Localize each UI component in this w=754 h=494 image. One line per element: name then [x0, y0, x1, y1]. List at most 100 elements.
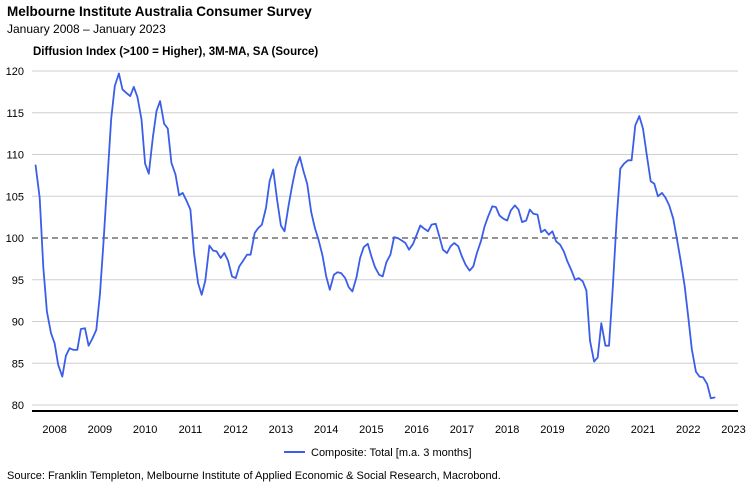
series-layer: [34, 72, 716, 400]
data-point: [186, 200, 188, 202]
data-point: [551, 230, 554, 232]
data-point: [570, 270, 573, 272]
data-point: [80, 328, 82, 330]
data-point: [65, 355, 67, 357]
data-point: [250, 254, 252, 256]
data-point: [246, 254, 248, 256]
data-point: [310, 211, 312, 213]
data-point: [91, 338, 93, 340]
data-point: [582, 280, 584, 282]
y-tick-label: 100: [6, 233, 24, 245]
data-point: [317, 239, 320, 241]
axis-caption: Diffusion Index (>100 = Higher), 3M-MA, …: [33, 46, 319, 58]
data-point: [687, 315, 689, 318]
data-point: [563, 250, 565, 252]
data-point: [555, 240, 557, 242]
data-point: [99, 294, 101, 296]
data-point: [283, 230, 286, 232]
data-point: [616, 218, 618, 220]
data-point: [510, 209, 512, 211]
data-point: [118, 72, 120, 75]
data-point: [223, 252, 225, 254]
y-tick-label: 90: [12, 317, 24, 329]
data-point: [144, 163, 146, 165]
data-point: [540, 231, 542, 233]
data-point: [54, 342, 56, 344]
data-point: [148, 173, 150, 175]
x-tick-label: 2014: [314, 424, 338, 436]
data-point: [665, 197, 667, 199]
data-point: [525, 219, 527, 222]
data-point: [306, 183, 308, 185]
legend-label: Composite: Total [m.a. 3 months]: [311, 447, 472, 459]
legend: Composite: Total [m.a. 3 months]: [284, 447, 472, 459]
data-point: [378, 274, 380, 276]
x-tick-label: 2013: [269, 424, 293, 436]
data-point: [155, 110, 158, 112]
data-point: [650, 180, 652, 182]
data-point: [623, 163, 625, 165]
data-point: [427, 230, 429, 232]
y-tick-label: 85: [12, 358, 24, 370]
data-point: [35, 164, 37, 166]
data-point: [351, 290, 353, 292]
data-point: [612, 290, 614, 292]
data-point: [593, 361, 595, 363]
x-tick-label: 2009: [88, 424, 112, 436]
data-point: [638, 115, 640, 117]
data-point: [401, 239, 403, 242]
data-point: [661, 192, 663, 194]
data-point: [393, 236, 395, 238]
data-point: [679, 259, 682, 261]
data-point: [102, 241, 105, 243]
data-point: [385, 261, 387, 263]
y-tick-label: 80: [12, 400, 24, 412]
data-point: [631, 159, 633, 161]
data-point: [39, 197, 41, 199]
data-point: [329, 289, 331, 291]
y-tick-label: 120: [6, 66, 24, 78]
data-point: [314, 227, 316, 229]
data-point: [216, 250, 218, 252]
data-point: [374, 266, 376, 268]
data-point: [88, 345, 90, 347]
data-point: [672, 218, 674, 220]
data-point: [506, 219, 508, 222]
data-point: [276, 200, 278, 202]
data-point: [321, 254, 324, 257]
data-point: [114, 85, 116, 87]
chart-title: Melbourne Institute Australia Consumer S…: [7, 4, 312, 19]
data-point: [435, 223, 437, 225]
y-tick-label: 110: [6, 150, 24, 162]
data-point: [193, 252, 195, 254]
data-point: [668, 204, 670, 206]
data-point: [57, 364, 59, 366]
data-point: [408, 249, 410, 251]
data-point: [465, 264, 467, 266]
chart-subtitle: January 2008 – January 2023: [7, 22, 166, 36]
data-point: [167, 128, 169, 130]
data-point: [227, 259, 229, 262]
data-point: [559, 244, 561, 246]
data-point: [355, 276, 358, 278]
data-point: [476, 252, 478, 254]
data-point: [84, 327, 86, 329]
data-point: [404, 242, 406, 244]
data-point: [495, 206, 497, 208]
data-point: [208, 244, 210, 247]
data-point: [121, 88, 124, 90]
data-point: [95, 329, 97, 331]
data-point: [491, 205, 493, 207]
y-axis-ticks: 80 85 90 95 100 105 110 115 120: [6, 66, 24, 412]
data-point: [389, 254, 391, 256]
data-point: [170, 162, 172, 164]
data-point: [619, 168, 621, 170]
data-point: [61, 376, 63, 378]
data-point: [698, 376, 701, 378]
data-point: [178, 194, 180, 196]
data-point: [110, 118, 112, 120]
data-point: [484, 225, 486, 227]
y-tick-label: 105: [6, 191, 24, 203]
data-point: [370, 255, 372, 257]
data-point: [197, 282, 199, 284]
